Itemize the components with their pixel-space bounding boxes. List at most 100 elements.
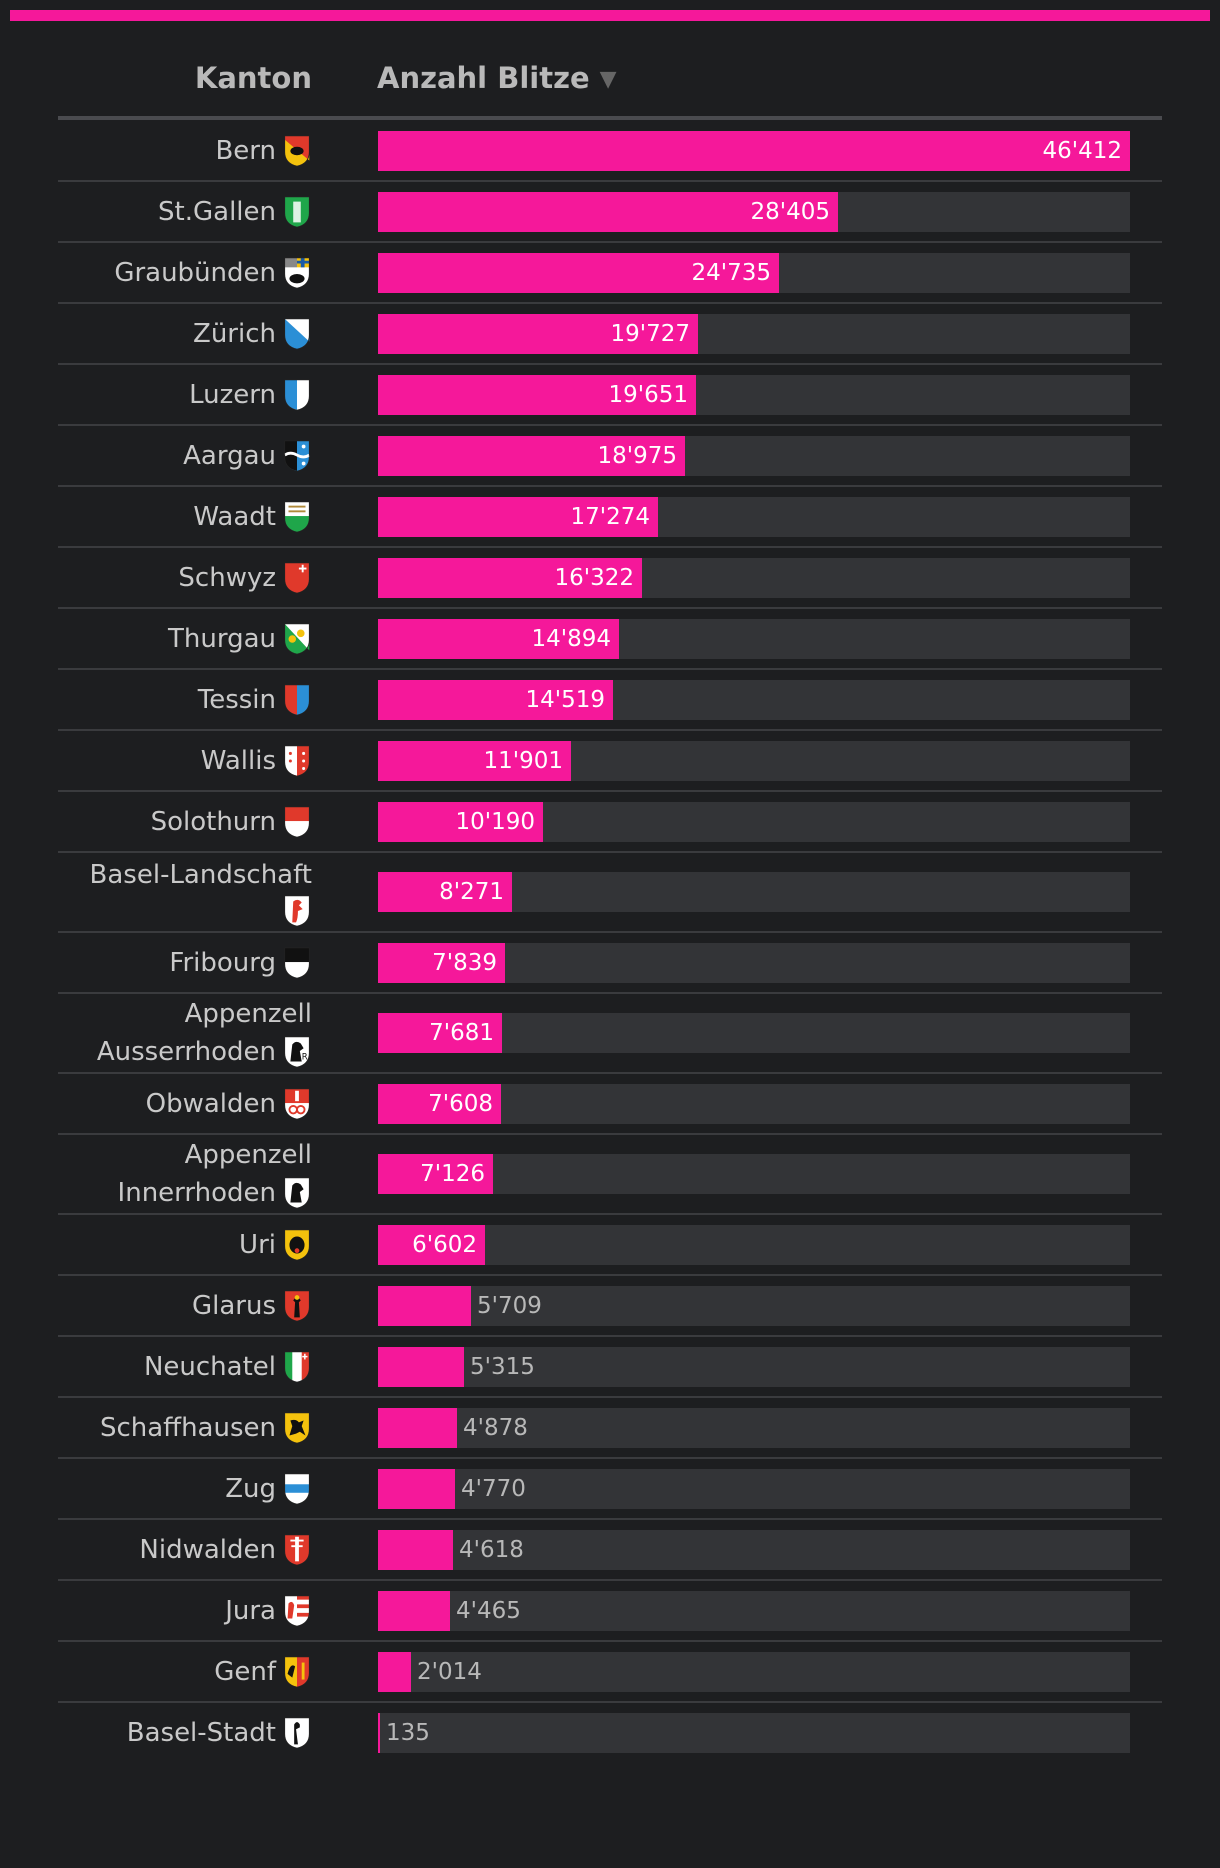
- bar-bern[interactable]: [378, 131, 1130, 171]
- canton-cell: Tessin: [58, 669, 312, 730]
- bar-track: 7'681: [378, 1013, 1130, 1053]
- canton-name: Glarus: [191, 1290, 276, 1321]
- row-divider: [58, 424, 1162, 426]
- bar-track: 4'618: [378, 1530, 1130, 1570]
- table-row: St.Gallen 28'405: [0, 181, 1220, 242]
- column-header-kanton[interactable]: Kanton: [194, 61, 312, 95]
- bar-appenzell-ausserrhoden[interactable]: [378, 1013, 502, 1053]
- canton-name: Fribourg: [169, 947, 276, 978]
- table-row: Nidwalden 4'618: [0, 1519, 1220, 1580]
- table-row: Thurgau 14'894: [0, 608, 1220, 669]
- canton-name: Uri: [239, 1229, 276, 1260]
- neuchatel-crest-icon: [284, 1351, 310, 1382]
- column-header-anzahl-blitze[interactable]: Anzahl Blitze ▼: [377, 60, 617, 100]
- bar-appenzell-innerrhoden[interactable]: [378, 1154, 493, 1194]
- bar-jura[interactable]: [378, 1591, 450, 1631]
- row-divider: [58, 1274, 1162, 1276]
- bar-basel-stadt[interactable]: [378, 1713, 380, 1753]
- bar-fribourg[interactable]: [378, 943, 505, 983]
- row-divider: [58, 363, 1162, 365]
- basel-stadt-crest-icon: [284, 1717, 310, 1748]
- value-label: 5'709: [477, 1293, 542, 1319]
- header-divider: [58, 116, 1162, 120]
- table-row: Luzern 19'651: [0, 364, 1220, 425]
- table-row: Uri 6'602: [0, 1214, 1220, 1275]
- row-divider: [58, 851, 1162, 853]
- bar-zuerich[interactable]: [378, 314, 698, 354]
- bar-track: 7'126: [378, 1154, 1130, 1194]
- canton-cell: Wallis: [58, 730, 312, 791]
- canton-cell: Solothurn: [58, 791, 312, 852]
- bar-track: 6'602: [378, 1225, 1130, 1265]
- row-divider: [58, 1457, 1162, 1459]
- zug-crest-icon: [284, 1473, 310, 1504]
- canton-name: Zürich: [193, 318, 276, 349]
- value-label: 28'405: [750, 199, 831, 225]
- table-row: Schaffhausen 4'878: [0, 1397, 1220, 1458]
- bar-uri[interactable]: [378, 1225, 485, 1265]
- aargau-crest-icon: [283, 440, 311, 471]
- bar-track: 7'839: [378, 943, 1130, 983]
- bar-genf[interactable]: [378, 1652, 411, 1692]
- bar-aargau[interactable]: [378, 436, 685, 476]
- graubuenden-crest-icon: [284, 257, 310, 288]
- bar-thurgau[interactable]: [378, 619, 619, 659]
- row-divider: [58, 1579, 1162, 1581]
- value-label: 10'190: [455, 809, 536, 835]
- bar-track: 16'322: [378, 558, 1130, 598]
- canton-name: Tessin: [197, 684, 276, 715]
- uri-crest-icon: [284, 1229, 310, 1260]
- row-divider: [58, 241, 1162, 243]
- bar-glarus[interactable]: [378, 1286, 471, 1326]
- value-label: 19'651: [608, 382, 689, 408]
- canton-name: Schwyz: [178, 562, 276, 593]
- bar-obwalden[interactable]: [378, 1084, 501, 1124]
- canton-cell: Graubünden: [58, 242, 312, 303]
- bar-nidwalden[interactable]: [378, 1530, 453, 1570]
- bar-basel-landschaft[interactable]: [378, 872, 512, 912]
- wallis-crest-icon: [284, 745, 310, 776]
- value-label: 8'271: [439, 879, 504, 905]
- bar-track: 4'465: [378, 1591, 1130, 1631]
- glarus-crest-icon: [284, 1290, 310, 1321]
- table-row: Appenzell Innerrhoden 7'126: [0, 1134, 1220, 1214]
- bar-neuchatel[interactable]: [378, 1347, 464, 1387]
- appenzell-ausserrhoden-crest-icon: R: [284, 1036, 310, 1068]
- obwalden-crest-icon: [284, 1088, 310, 1119]
- column-header-label: Anzahl Blitze: [377, 61, 590, 95]
- row-divider: [58, 1335, 1162, 1337]
- bar-track: 28'405: [378, 192, 1130, 232]
- bar-schwyz[interactable]: [378, 558, 642, 598]
- value-label: 14'519: [525, 687, 606, 713]
- canton-cell: Schwyz: [58, 547, 312, 608]
- table-row: Zug 4'770: [0, 1458, 1220, 1519]
- zuerich-crest-icon: [284, 318, 310, 349]
- canton-cell: St.Gallen: [58, 181, 312, 242]
- bar-track: 10'190: [378, 802, 1130, 842]
- canton-name: Appenzell Ausserrhoden R: [96, 999, 312, 1068]
- solothurn-crest-icon: [284, 806, 310, 837]
- value-label: 6'602: [412, 1232, 477, 1258]
- sort-descending-icon[interactable]: ▼: [599, 67, 617, 92]
- table-row: Aargau 18'975: [0, 425, 1220, 486]
- bar-luzern[interactable]: [378, 375, 696, 415]
- canton-name: Obwalden: [145, 1088, 276, 1119]
- bar-tessin[interactable]: [378, 680, 613, 720]
- bar-waadt[interactable]: [378, 497, 658, 537]
- bar-st-gallen[interactable]: [378, 192, 838, 232]
- canton-cell: Bern: [58, 120, 312, 181]
- svg-text:R: R: [302, 1053, 308, 1063]
- canton-name: Appenzell Innerrhoden: [117, 1140, 312, 1209]
- schwyz-crest-icon: [284, 562, 310, 593]
- bar-solothurn[interactable]: [378, 802, 543, 842]
- bar-zug[interactable]: [378, 1469, 455, 1509]
- canton-name: Aargau: [183, 440, 276, 471]
- canton-cell: Fribourg: [58, 932, 312, 993]
- bar-graubuenden[interactable]: [378, 253, 779, 293]
- luzern-crest-icon: [284, 379, 310, 410]
- row-divider: [58, 1133, 1162, 1135]
- table-row: Obwalden 7'608: [0, 1073, 1220, 1134]
- bar-wallis[interactable]: [378, 741, 571, 781]
- bar-schaffhausen[interactable]: [378, 1408, 457, 1448]
- canton-cell: Genf: [58, 1641, 312, 1702]
